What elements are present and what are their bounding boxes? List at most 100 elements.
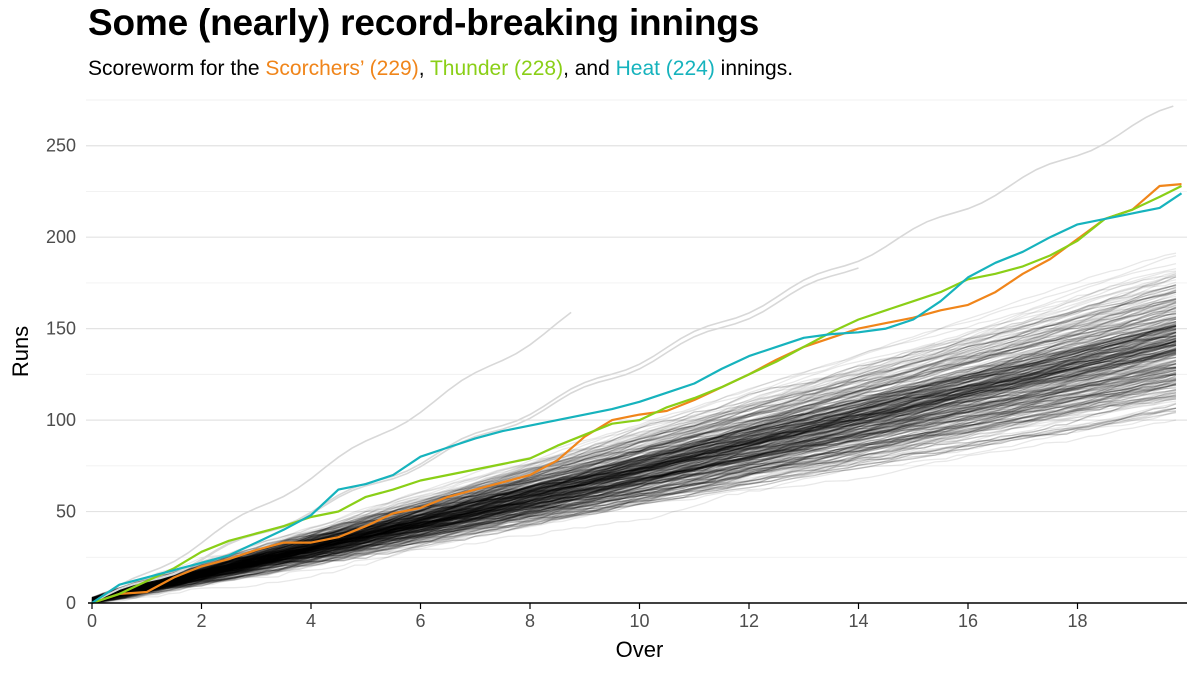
background-inning-line xyxy=(91,360,1177,603)
background-inning-line xyxy=(91,338,1177,603)
background-inning-line xyxy=(91,331,1177,599)
background-inning-line xyxy=(91,322,1177,601)
background-inning-line xyxy=(91,340,1177,602)
background-inning-line xyxy=(91,335,1177,604)
background-inning-line xyxy=(91,311,1177,602)
background-inning-line xyxy=(91,407,1177,601)
background-inning-line xyxy=(91,452,739,603)
background-inning-line xyxy=(91,317,1177,601)
background-inning-line xyxy=(91,354,1177,603)
background-inning-line xyxy=(91,349,1177,604)
background-inning-line xyxy=(91,289,1177,599)
background-inning-line xyxy=(91,326,1177,599)
background-inning-line xyxy=(91,328,1177,602)
background-inning-line xyxy=(91,369,1177,604)
background-inning-line xyxy=(91,306,1177,601)
background-inning-line xyxy=(91,347,1177,603)
background-inning-line xyxy=(91,347,1177,599)
chart-subtitle: Scoreworm for the Scorchers’ (229), Thun… xyxy=(88,57,793,81)
y-axis-title: Runs xyxy=(8,326,33,377)
background-inning-line xyxy=(91,330,1177,599)
background-inning-line xyxy=(91,349,1177,604)
background-inning-line xyxy=(91,379,1177,601)
background-inning-line xyxy=(91,306,1177,602)
background-inning-line xyxy=(91,318,1177,601)
background-inning-line xyxy=(91,351,1177,600)
background-inning-line xyxy=(91,353,1177,601)
background-inning-line xyxy=(91,360,1177,599)
background-inning-line xyxy=(91,351,1177,600)
background-inning-line xyxy=(91,350,1177,601)
background-inning-line xyxy=(91,340,1177,599)
background-inning-line xyxy=(91,394,1177,603)
background-inning-line xyxy=(91,352,1177,601)
background-inning-line xyxy=(91,302,1177,603)
x-axis-ticks: 0 2 4 6 8 10 12 14 16 18 xyxy=(87,603,1088,631)
background-inning-line xyxy=(91,348,1177,602)
background-inning-line xyxy=(91,369,1177,599)
background-inning-line xyxy=(91,348,1177,604)
background-inning-line xyxy=(91,354,1177,603)
background-inning-line xyxy=(91,348,1177,603)
background-inning-line xyxy=(91,384,1177,601)
background-inning-line xyxy=(91,328,1177,603)
y-axis-ticks: 0 50 100 150 200 250 xyxy=(46,136,76,613)
background-inning-line xyxy=(91,343,1177,602)
background-inning-line xyxy=(91,339,1177,600)
background-inning-line xyxy=(91,347,1177,600)
background-inning-line xyxy=(91,325,1177,603)
background-inning-line xyxy=(91,409,1177,601)
background-inning-line xyxy=(91,366,1177,601)
background-inning-line xyxy=(91,324,1177,603)
background-inning-line xyxy=(91,323,1177,599)
background-inning-line xyxy=(91,485,607,601)
background-inning-line xyxy=(91,293,1177,601)
background-inning-line xyxy=(91,270,1177,604)
y-tick-label: 200 xyxy=(46,227,76,247)
background-inning-line xyxy=(91,324,1177,602)
background-inning-line xyxy=(91,284,1177,601)
background-inning-line xyxy=(91,323,1177,599)
background-inning-line xyxy=(91,320,1177,602)
background-inning-line xyxy=(91,318,1177,603)
background-inning-line xyxy=(91,352,1177,603)
background-inning-line xyxy=(91,327,1177,603)
y-tick-label: 100 xyxy=(46,410,76,430)
background-inning-line xyxy=(91,383,870,603)
background-inning-line xyxy=(91,324,1177,601)
background-inning-line xyxy=(91,337,1177,602)
background-inning-line xyxy=(91,340,1177,603)
background-inning-line xyxy=(91,410,1176,604)
subtitle-scorchers: Scorchers’ (229) xyxy=(265,57,419,80)
background-inning-line xyxy=(91,271,1177,600)
x-tick-label: 16 xyxy=(958,611,978,631)
background-inning-line xyxy=(91,321,1177,604)
background-inning-line xyxy=(91,382,1177,604)
background-inning-line xyxy=(91,356,1177,602)
background-inning-line xyxy=(91,368,1177,604)
background-inning-line xyxy=(91,411,1177,600)
background-inning-line xyxy=(91,306,1177,599)
background-inning-line xyxy=(91,363,1177,604)
background-inning-line xyxy=(91,327,1177,603)
background-inning-line xyxy=(91,338,1177,599)
background-inning-line xyxy=(91,341,1177,602)
background-inning-line xyxy=(91,362,1177,600)
background-inning-line xyxy=(91,335,1177,601)
background-inning-line xyxy=(91,394,1177,602)
background-inning-line xyxy=(91,343,1177,604)
background-inning-line xyxy=(91,301,1177,602)
background-inning-line xyxy=(91,252,1177,601)
background-inning-line xyxy=(91,395,1177,603)
background-inning-line xyxy=(91,344,1177,600)
background-inning-line xyxy=(91,284,1177,600)
background-inning-line xyxy=(91,360,1177,600)
background-inning-line xyxy=(91,372,1177,601)
background-inning-line xyxy=(91,291,1177,603)
background-innings xyxy=(91,105,1177,604)
background-inning-line xyxy=(91,380,1177,600)
background-inning-line xyxy=(91,338,1177,602)
background-inning-line xyxy=(91,345,1177,599)
background-inning-line xyxy=(91,349,1177,599)
background-inning-line xyxy=(91,389,1177,604)
